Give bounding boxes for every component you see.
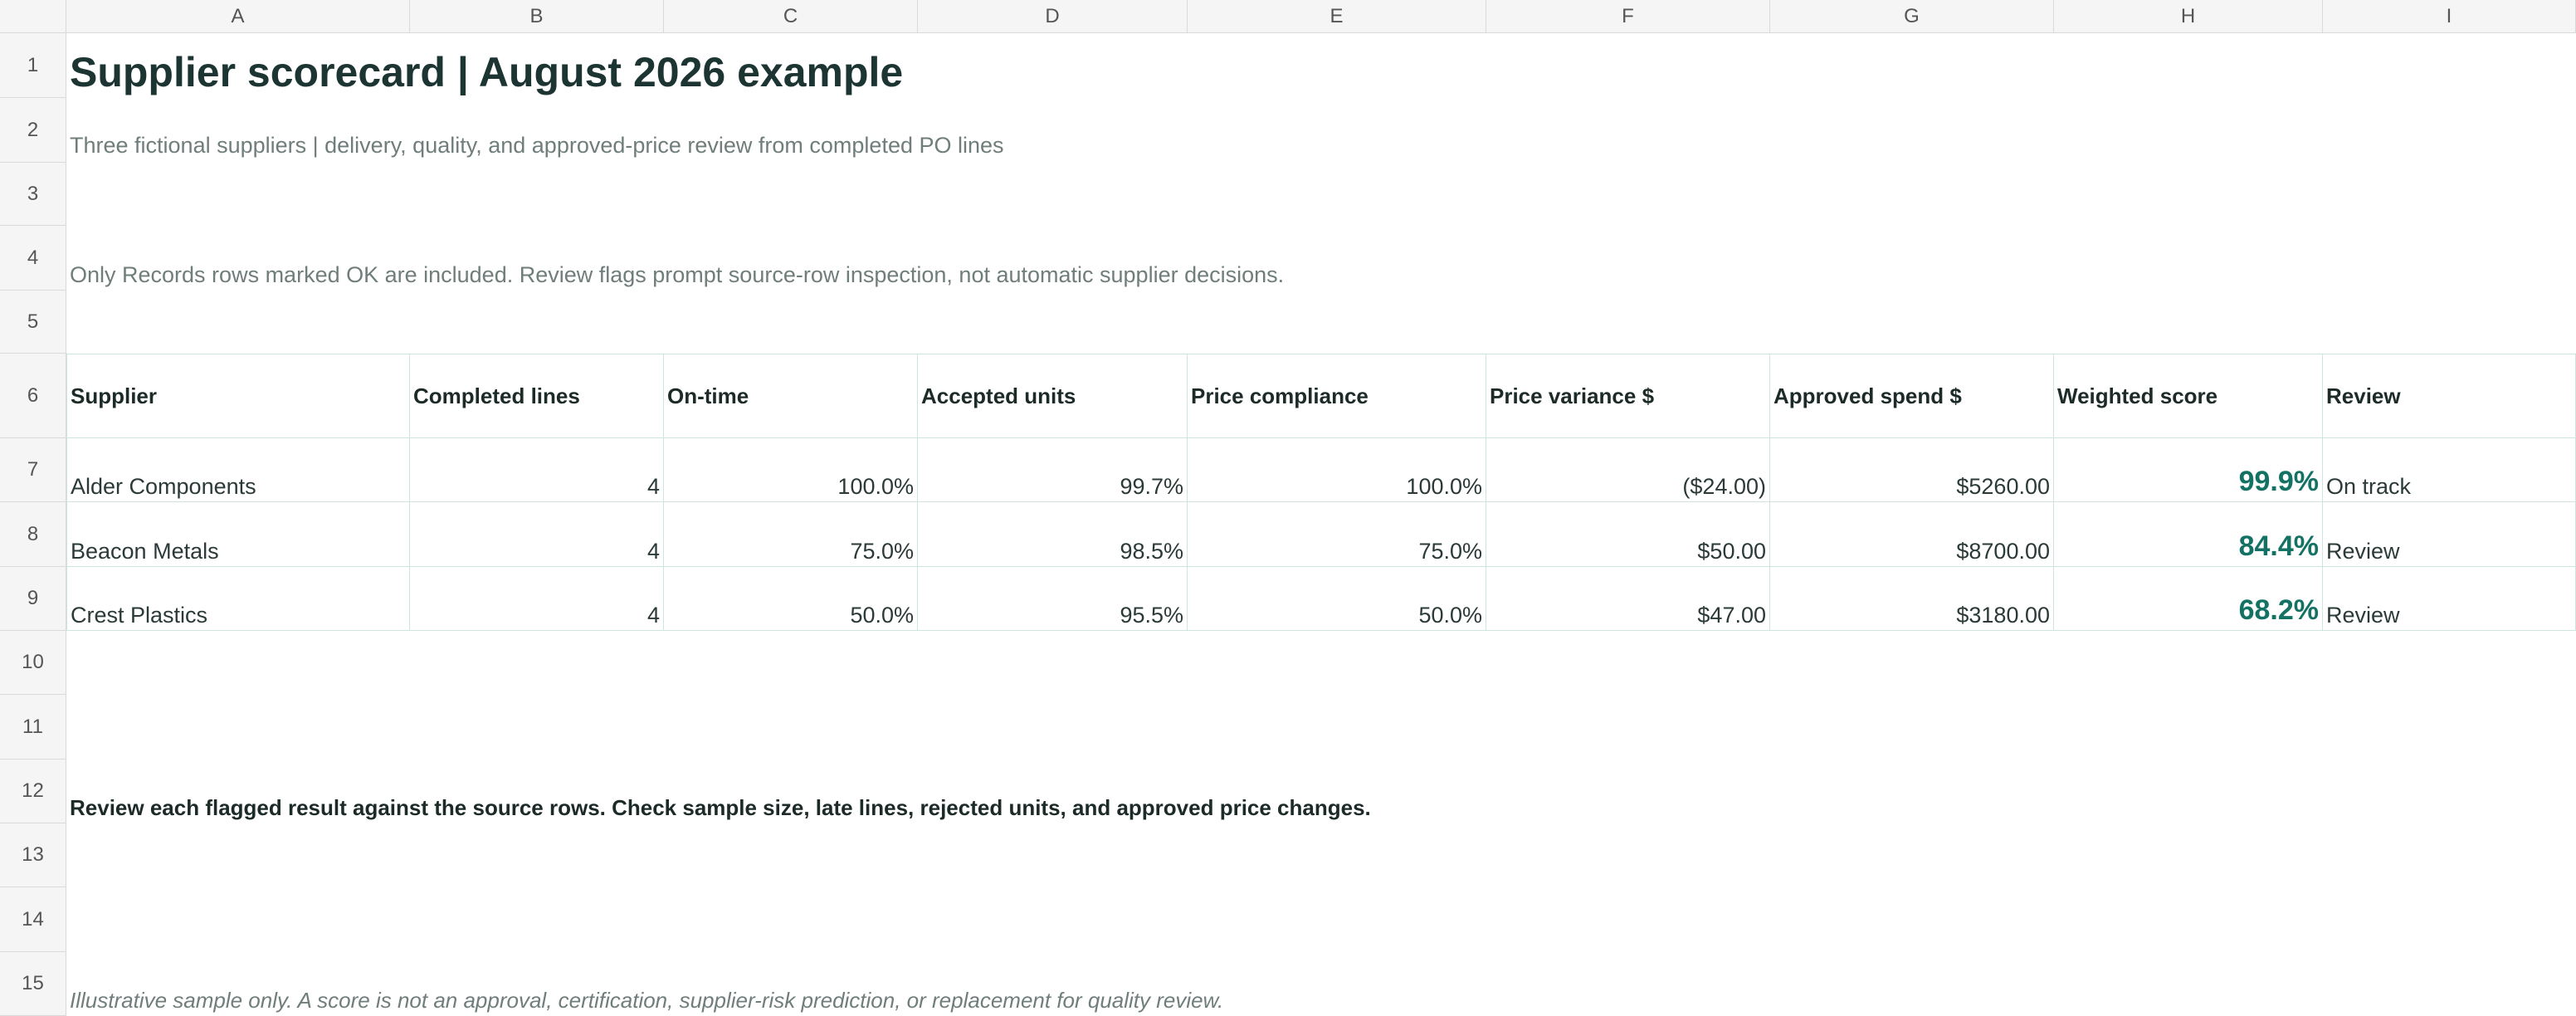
table-cell[interactable]: 50.0% [1188, 567, 1486, 631]
row-header-10[interactable]: 10 [0, 631, 66, 695]
table-cell[interactable]: 4 [410, 567, 664, 631]
table-header-cell[interactable]: Supplier [66, 354, 410, 438]
row-header-2[interactable]: 2 [0, 98, 66, 163]
column-header-b[interactable]: B [410, 0, 664, 33]
table-cell[interactable]: $47.00 [1486, 567, 1770, 631]
column-header-c[interactable]: C [664, 0, 918, 33]
table-cell[interactable]: Alder Components [66, 438, 410, 502]
table-header-cell[interactable]: Approved spend $ [1770, 354, 2054, 438]
weighted-score-cell[interactable]: 99.9% [2054, 438, 2323, 502]
row-header-5[interactable]: 5 [0, 291, 66, 354]
table-cell[interactable]: 75.0% [1188, 502, 1486, 567]
table-cell[interactable]: 75.0% [664, 502, 918, 567]
table-header-cell[interactable]: On-time [664, 354, 918, 438]
table-header-cell[interactable]: Review [2323, 354, 2576, 438]
row-header-7[interactable]: 7 [0, 438, 66, 502]
table-cell[interactable]: 99.7% [918, 438, 1188, 502]
row-header-6[interactable]: 6 [0, 354, 66, 438]
table-cell[interactable]: $3180.00 [1770, 567, 2054, 631]
table-cell[interactable]: Beacon Metals [66, 502, 410, 567]
disclaimer[interactable]: Illustrative sample only. A score is not… [70, 988, 1224, 1013]
table-cell[interactable]: 100.0% [664, 438, 918, 502]
row-header-3[interactable]: 3 [0, 163, 66, 226]
row-header-4[interactable]: 4 [0, 226, 66, 291]
review-status-cell[interactable]: Review [2323, 502, 2576, 567]
weighted-score-cell[interactable]: 84.4% [2054, 502, 2323, 567]
row-header-9[interactable]: 9 [0, 567, 66, 631]
column-header-a[interactable]: A [66, 0, 410, 33]
column-header-i[interactable]: I [2323, 0, 2576, 33]
table-cell[interactable]: $5260.00 [1770, 438, 2054, 502]
row-header-12[interactable]: 12 [0, 760, 66, 823]
table-cell[interactable]: 95.5% [918, 567, 1188, 631]
review-status-cell[interactable]: On track [2323, 438, 2576, 502]
table-cell[interactable]: $8700.00 [1770, 502, 2054, 567]
column-header-e[interactable]: E [1188, 0, 1486, 33]
table-cell[interactable]: Crest Plastics [66, 567, 410, 631]
row-header-8[interactable]: 8 [0, 502, 66, 567]
weighted-score-cell[interactable]: 68.2% [2054, 567, 2323, 631]
row-header-1[interactable]: 1 [0, 33, 66, 98]
table-cell[interactable]: 50.0% [664, 567, 918, 631]
table-header-cell[interactable]: Accepted units [918, 354, 1188, 438]
select-all-corner[interactable] [0, 0, 66, 33]
table-header-cell[interactable]: Weighted score [2054, 354, 2323, 438]
table-cell[interactable]: $50.00 [1486, 502, 1770, 567]
table-header-cell[interactable]: Price variance $ [1486, 354, 1770, 438]
table-cell[interactable]: 4 [410, 502, 664, 567]
review-status-cell[interactable]: Review [2323, 567, 2576, 631]
table-cell[interactable]: 100.0% [1188, 438, 1486, 502]
row-header-11[interactable]: 11 [0, 695, 66, 760]
review-instructions[interactable]: Review each flagged result against the s… [70, 795, 1371, 820]
column-header-d[interactable]: D [918, 0, 1188, 33]
inclusion-note[interactable]: Only Records rows marked OK are included… [70, 262, 1285, 287]
sheet-title[interactable]: Supplier scorecard | August 2026 example [70, 49, 904, 95]
column-header-g[interactable]: G [1770, 0, 2054, 33]
column-header-h[interactable]: H [2054, 0, 2323, 33]
table-cell[interactable]: 4 [410, 438, 664, 502]
table-cell[interactable]: ($24.00) [1486, 438, 1770, 502]
row-header-14[interactable]: 14 [0, 887, 66, 952]
row-header-15[interactable]: 15 [0, 952, 66, 1016]
column-header-f[interactable]: F [1486, 0, 1770, 33]
table-cell[interactable]: 98.5% [918, 502, 1188, 567]
row-header-13[interactable]: 13 [0, 823, 66, 887]
table-header-cell[interactable]: Completed lines [410, 354, 664, 438]
table-header-cell[interactable]: Price compliance [1188, 354, 1486, 438]
sheet-subtitle[interactable]: Three fictional suppliers | delivery, qu… [70, 133, 1004, 158]
